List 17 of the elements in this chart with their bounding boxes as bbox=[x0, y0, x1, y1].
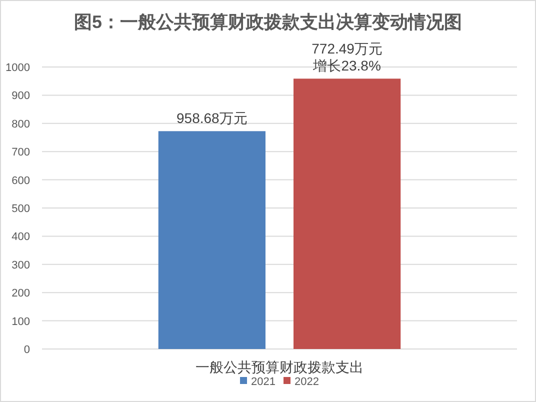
annotation: 958.68万元 bbox=[176, 110, 248, 126]
y-tick-label: 300 bbox=[12, 259, 30, 272]
y-tick-label: 500 bbox=[12, 203, 30, 215]
y-tick-label: 900 bbox=[12, 90, 30, 102]
y-tick-label: 100 bbox=[12, 316, 30, 328]
y-tick-label: 700 bbox=[12, 146, 30, 159]
y-tick-label: 1000 bbox=[6, 62, 30, 74]
y-tick-label: 600 bbox=[12, 174, 30, 187]
legend-label: 2021 bbox=[251, 376, 276, 388]
legend-label: 2022 bbox=[294, 376, 319, 388]
annotation: 772.49万元增长23.8% bbox=[312, 40, 382, 74]
y-tick-label: 0 bbox=[24, 344, 30, 356]
chart-title: 图5：一般公共预算财政拨款支出决算变动情况图 bbox=[74, 12, 462, 32]
y-tick-label: 200 bbox=[12, 288, 30, 300]
x-tick-label: 一般公共预算财政拨款支出 bbox=[196, 359, 364, 375]
y-tick-label: 400 bbox=[12, 231, 30, 244]
y-tick-label: 800 bbox=[12, 118, 30, 130]
